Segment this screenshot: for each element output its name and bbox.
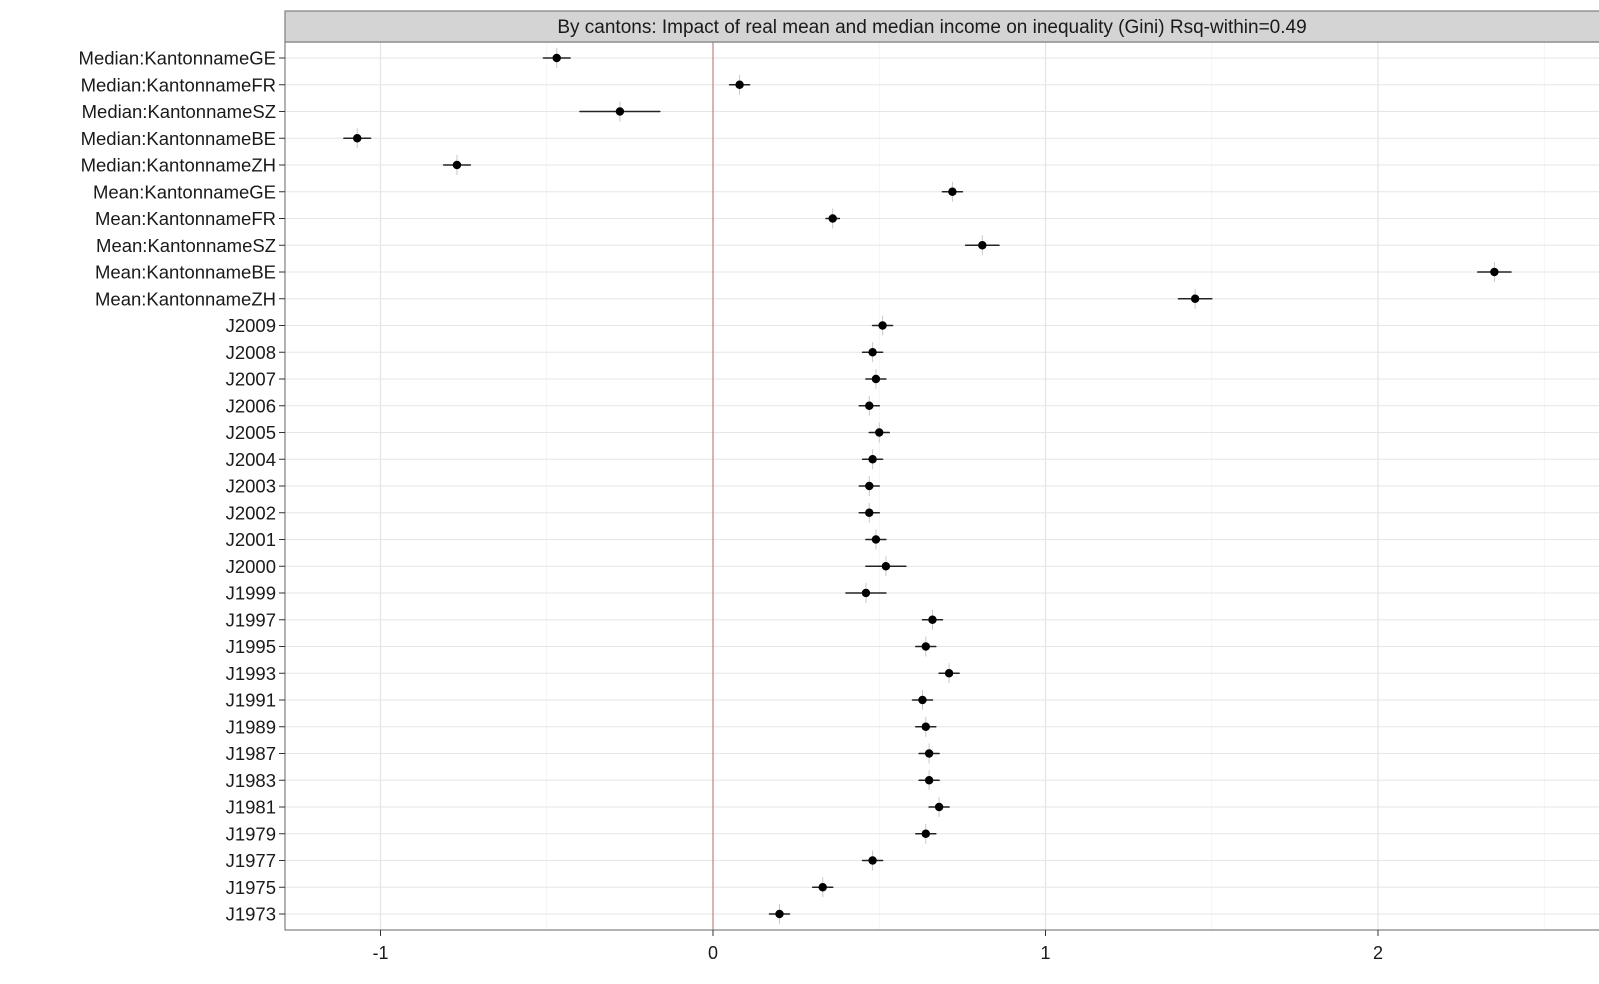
y-tick-label: J2005 [226,422,276,443]
y-tick-label: J2004 [226,449,276,470]
data-point [924,776,934,785]
y-tick-label: Median:KantonnameGE [79,48,276,69]
data-point [878,321,887,330]
data-point [921,722,930,731]
data-point [871,374,881,384]
data-point [735,80,744,89]
chart-title: By cantons: Impact of real mean and medi… [557,17,1306,38]
y-tick-label: J2002 [226,502,276,523]
x-tick-label: 1 [1040,943,1050,963]
data-point [948,187,957,196]
y-tick-label: Mean:KantonnameFR [95,208,276,229]
y-tick-label: J1993 [226,663,276,684]
data-point [865,508,874,517]
y-tick-label: J1991 [226,690,276,711]
data-point [828,214,837,223]
data-point [944,669,954,678]
data-point [978,241,987,250]
data-point [924,749,934,758]
y-tick-label: J2003 [226,476,276,497]
y-tick-label: J2007 [226,369,276,390]
y-tick-label: Mean:KantonnameZH [95,288,276,309]
y-tick-label: J1997 [226,609,276,630]
y-tick-label: Median:KantonnameSZ [82,101,276,122]
data-point [1490,267,1499,277]
y-tick-label: J2006 [226,395,276,416]
x-tick-label: 2 [1373,943,1383,963]
data-point [871,535,881,544]
y-tick-label: J1975 [226,877,276,898]
data-point [861,588,871,598]
y-tick-label: Median:KantonnameBE [81,128,276,149]
data-point [552,53,561,63]
y-tick-label: J2000 [226,556,276,577]
data-point [1190,294,1200,303]
data-point [868,856,877,865]
y-tick-label: Median:KantonnameFR [81,74,276,95]
data-point [881,562,891,571]
strip-background [284,10,1599,43]
y-tick-label: J1977 [226,850,276,871]
y-tick-label: J1999 [226,583,276,604]
y-tick-label: J2009 [226,315,276,336]
x-axis: -1 0 1 2 [372,930,1383,963]
data-point [865,401,874,410]
y-tick-label: J1973 [226,904,276,925]
y-tick-label: J1989 [226,716,276,737]
data-point [921,829,930,838]
data-point [868,348,877,357]
data-point [934,802,944,812]
y-tick-label: J1987 [226,743,276,764]
data-point [818,883,827,892]
data-point [775,909,784,919]
y-tick-label: Median:KantonnameZH [81,155,276,176]
data-point [928,615,937,624]
y-tick-label: J1983 [226,770,276,791]
data-point [875,428,884,437]
data-point [918,695,927,705]
y-tick-label: J1979 [226,823,276,844]
y-tick-label: J2001 [226,529,276,550]
data-point [353,134,362,143]
data-point [868,455,877,464]
x-tick-label: -1 [372,943,388,963]
data-point [921,642,930,651]
y-tick-label: J1995 [226,636,276,657]
y-tick-label: Mean:KantonnameBE [95,262,276,283]
x-tick-label: 0 [708,943,718,963]
y-tick-label: J2008 [226,342,276,363]
y-tick-label: Mean:KantonnameSZ [96,235,276,256]
y-tick-label: J1981 [226,797,276,818]
data-point [615,107,625,116]
y-axis-labels: Median:KantonnameGE Median:KantonnameFR Me… [79,48,285,925]
data-point [452,160,462,170]
estimate-marks [343,48,1512,924]
data-point [865,481,874,491]
y-tick-label: Mean:KantonnameGE [93,181,276,202]
